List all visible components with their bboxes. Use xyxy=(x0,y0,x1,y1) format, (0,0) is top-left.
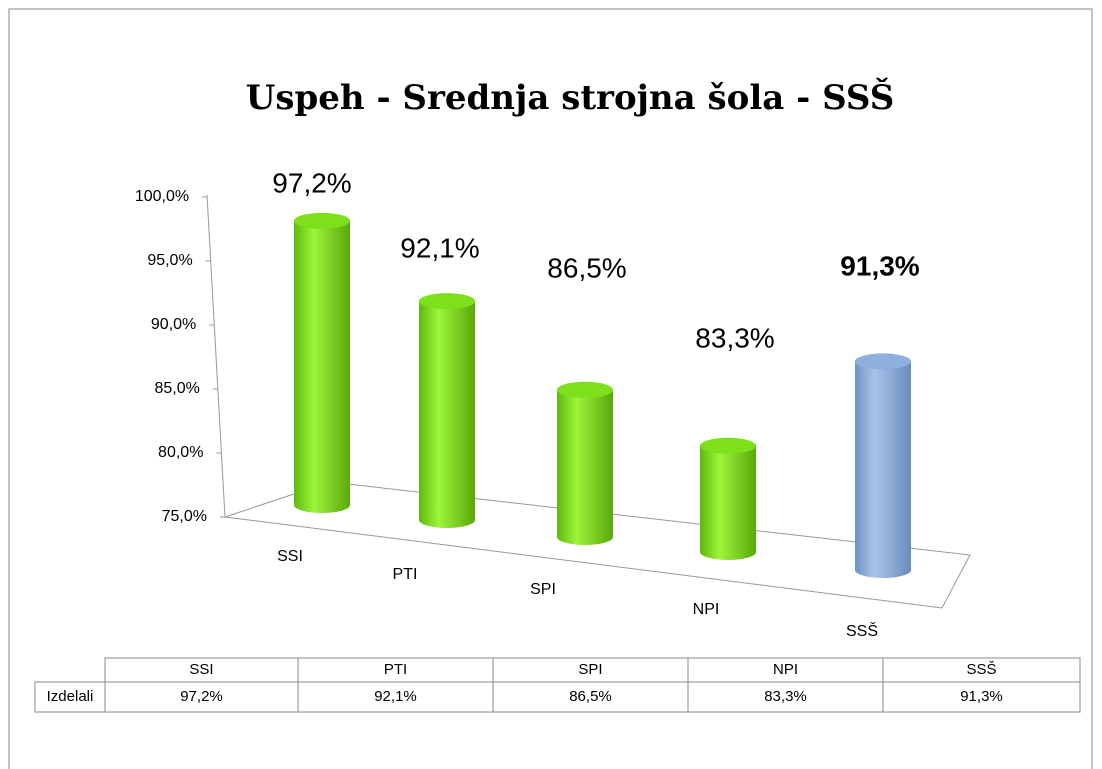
table-row-label: Izdelali xyxy=(47,688,94,705)
data-table: Izdelali SSI 97,2% PTI 92,1% SPI 86,5% NPI 83,3%… xyxy=(34,657,1081,713)
x-tick-label: NPI xyxy=(693,601,720,618)
y-tick-label: 100,0% xyxy=(135,188,189,205)
table-header: SPI xyxy=(578,661,602,678)
table-cell: 92,1% xyxy=(374,688,417,705)
value-label: 97,2% xyxy=(272,167,351,198)
y-tick-label: 75,0% xyxy=(162,508,207,525)
x-tick-label: PTI xyxy=(393,566,418,583)
cylinder-body xyxy=(700,445,756,560)
x-tick-label: SPI xyxy=(530,581,556,598)
y-tick-label: 80,0% xyxy=(158,444,203,461)
table-cell: 91,3% xyxy=(960,688,1003,705)
y-tick-label: 90,0% xyxy=(151,316,196,333)
cylinder-body xyxy=(557,389,613,545)
cylinder-top xyxy=(855,353,911,370)
bar xyxy=(419,293,475,528)
table-cell: 97,2% xyxy=(180,688,223,705)
value-label: 92,1% xyxy=(400,232,479,263)
y-tick-label: 85,0% xyxy=(154,380,199,397)
chart-title: Uspeh - Srednja strojna šola - SSŠ xyxy=(246,77,895,118)
value-label: 83,3% xyxy=(695,322,774,353)
frame xyxy=(8,8,1093,769)
table-header: PTI xyxy=(384,661,407,678)
bar xyxy=(294,212,350,513)
bar xyxy=(700,437,756,560)
table-header: SSI xyxy=(189,661,213,678)
y-tick-label: 95,0% xyxy=(147,252,192,269)
cylinder-top xyxy=(557,381,613,398)
bar xyxy=(557,381,613,545)
cylinder-body xyxy=(419,301,475,528)
cylinder-top xyxy=(419,293,475,310)
table-row-border xyxy=(34,681,1081,713)
cylinder-body xyxy=(855,361,911,578)
table-header: SSŠ xyxy=(966,661,996,678)
value-label: 86,5% xyxy=(547,252,626,283)
table-cell: 83,3% xyxy=(764,688,807,705)
cylinder-top xyxy=(700,437,756,454)
table-header: NPI xyxy=(773,661,798,678)
bar xyxy=(855,353,911,578)
value-label: 91,3% xyxy=(840,250,919,281)
x-tick-label: SSŠ xyxy=(846,621,878,640)
table-cell: 86,5% xyxy=(569,688,612,705)
cylinder-body xyxy=(294,220,350,513)
x-tick-label: SSI xyxy=(277,548,303,565)
cylinder-top xyxy=(294,212,350,229)
